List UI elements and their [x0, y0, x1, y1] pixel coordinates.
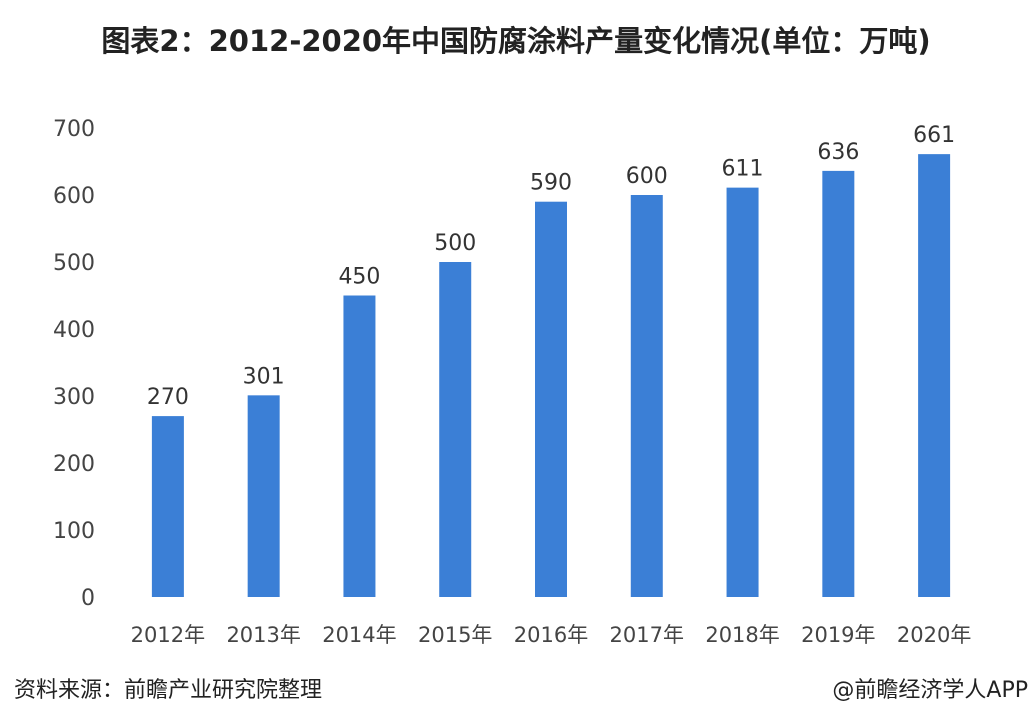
- y-tick-label: 300: [53, 385, 95, 410]
- y-tick-label: 100: [53, 519, 95, 544]
- x-tick-label: 2016年: [514, 623, 588, 647]
- bar: [822, 170, 855, 597]
- bar: [151, 416, 184, 597]
- bar: [630, 195, 663, 597]
- x-tick-label: 2020年: [897, 623, 971, 647]
- y-tick-label: 400: [53, 318, 95, 343]
- y-tick-label: 700: [53, 117, 95, 142]
- x-tick-label: 2015年: [418, 623, 492, 647]
- bar: [343, 295, 376, 597]
- bar-chart: 0 100 200 300 400 500 600 700 270 2012年 301 2013年 45…: [53, 117, 971, 647]
- chart-title: 图表2：2012-2020年中国防腐涂料产量变化情况(单位：万吨): [101, 24, 931, 58]
- bar: [726, 187, 759, 597]
- y-tick-label: 0: [81, 586, 95, 611]
- x-tick-label: 2017年: [610, 623, 684, 647]
- y-tick-label: 200: [53, 452, 95, 477]
- bar: [439, 262, 472, 597]
- data-label: 301: [243, 364, 285, 389]
- data-label: 500: [434, 231, 476, 256]
- x-tick-label: 2019年: [801, 623, 875, 647]
- bar: [535, 201, 567, 597]
- data-label: 611: [722, 157, 764, 182]
- y-tick-label: 600: [53, 184, 95, 209]
- bar: [918, 154, 951, 597]
- y-tick-label: 500: [53, 251, 95, 276]
- x-tick-label: 2013年: [226, 623, 300, 647]
- credit-note: @前瞻经济学人APP: [832, 678, 1028, 703]
- data-label: 600: [626, 164, 668, 189]
- data-label: 590: [530, 171, 572, 196]
- data-label: 661: [913, 123, 955, 148]
- x-tick-label: 2014年: [322, 623, 396, 647]
- data-label: 450: [338, 265, 380, 290]
- bar: [247, 395, 280, 597]
- data-label: 636: [817, 140, 859, 165]
- source-note: 资料来源：前瞻产业研究院整理: [14, 678, 323, 703]
- x-tick-label: 2012年: [131, 623, 205, 647]
- x-tick-label: 2018年: [705, 623, 779, 647]
- data-label: 270: [147, 385, 189, 410]
